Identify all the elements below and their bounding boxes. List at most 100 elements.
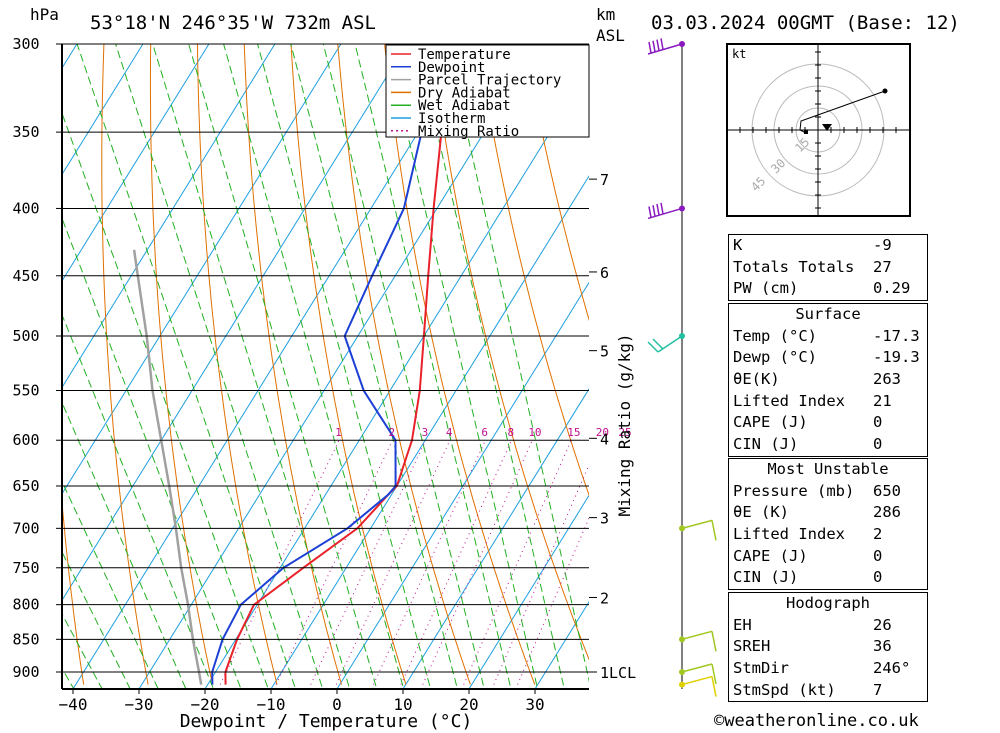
x-tick-label: −10 <box>257 695 286 714</box>
dry-adiabat-line <box>243 44 342 685</box>
wind-barb-flag <box>711 631 717 652</box>
mu-pressure-value: 650 <box>873 481 901 500</box>
mixing-ratio-line <box>335 440 451 685</box>
pressure-tick-label: 900 <box>12 663 39 681</box>
wind-barb-shaft <box>657 335 683 353</box>
wet-adiabat-line <box>76 44 297 689</box>
wind-barb-flag <box>711 520 717 541</box>
k-index-label: K <box>733 236 743 254</box>
isotherm-line <box>270 175 589 689</box>
wet-adiabat-line <box>62 216 242 689</box>
footer-credit[interactable]: ©weatheronline.co.uk <box>714 711 919 731</box>
x-tick-label: 10 <box>393 695 412 714</box>
surface-cin-label: CIN (J) <box>733 435 799 454</box>
mu-theta-e-label: θE (K) <box>733 503 789 522</box>
x-tick-label: −40 <box>59 695 88 714</box>
dry-adiabat-line <box>290 44 407 685</box>
wet-adiabat-line <box>152 44 351 689</box>
wind-barb-flag <box>648 41 652 54</box>
legend-label: Wet Adiabat <box>418 98 511 114</box>
pressure-tick-label: 800 <box>12 596 39 614</box>
stmdir-label: StmDir <box>733 659 789 678</box>
dry-adiabat-line <box>946 44 1000 685</box>
pressure-tick-label: 850 <box>12 630 39 648</box>
mixing-ratio-line <box>493 463 589 685</box>
hodograph-unit: kt <box>732 47 746 61</box>
isotherm-line <box>72 44 474 689</box>
mixing-ratio-line <box>219 440 340 685</box>
mu-cape-label: CAPE (J) <box>733 546 808 565</box>
dry-adiabat-line <box>337 44 471 685</box>
wet-adiabat-line <box>62 111 269 689</box>
wind-barb-flag <box>652 338 664 350</box>
x-tick-label: 20 <box>459 695 478 714</box>
x-tick-label: 30 <box>525 695 544 714</box>
surface-theta-e-label: θE(K) <box>733 370 780 389</box>
dry-adiabat-line <box>384 44 536 685</box>
km-tick-label: 6 <box>600 264 609 282</box>
isotherm-line <box>402 388 589 689</box>
sreh-label: SREH <box>733 637 771 656</box>
legend-label: Temperature <box>418 47 511 63</box>
surface-cape-value: 0 <box>873 413 883 432</box>
isotherm-line <box>62 44 408 602</box>
pressure-tick-label: 500 <box>12 327 39 345</box>
wind-barb-shaft <box>681 519 713 530</box>
wind-barb-flag <box>711 676 717 697</box>
datetime-title: 03.03.2024 00GMT (Base: 12) <box>651 12 960 34</box>
mixing-ratio-line <box>422 440 533 685</box>
wet-adiabat-line <box>62 550 131 689</box>
totals-totals-label: Totals Totals <box>733 257 855 276</box>
legend-label: Mixing Ratio <box>418 124 519 140</box>
totals-totals-value: 27 <box>873 257 892 276</box>
wind-barb-flag <box>656 203 660 216</box>
mixing-ratio-label: 6 <box>481 426 488 439</box>
wind-barb-flag <box>652 40 656 52</box>
legend-label: Isotherm <box>418 111 485 127</box>
stmspd-value: 7 <box>873 680 883 699</box>
wind-barb-shaft <box>681 630 713 641</box>
surface-dewp-value: -19.3 <box>873 348 920 367</box>
dry-adiabat-line <box>62 495 85 685</box>
sreh-value: 36 <box>873 637 892 656</box>
dewpoint-line <box>211 44 474 685</box>
km-unit-label: km <box>596 5 615 24</box>
km-tick-label: 2 <box>600 589 609 607</box>
wet-adiabat-line <box>115 44 324 689</box>
storm-motion-marker <box>822 124 832 131</box>
stmspd-label: StmSpd (kt) <box>733 680 836 699</box>
stmdir-value: 246° <box>873 659 911 678</box>
mixing-ratio-label: 1 <box>335 426 342 439</box>
mu-cin-value: 0 <box>873 568 883 587</box>
wind-barb-shaft <box>647 43 683 55</box>
surface-dewp-label: Dewp (°C) <box>733 348 817 367</box>
hodograph-end-point <box>882 88 888 94</box>
wind-barb-shaft <box>681 663 713 673</box>
pressure-tick-label: 750 <box>12 559 39 577</box>
dry-adiabat-line <box>197 44 278 685</box>
isotherm-line <box>204 68 589 689</box>
mixing-ratio-line <box>373 440 486 685</box>
wind-barb-flag <box>656 39 660 51</box>
surface-title: Surface <box>795 305 861 323</box>
surface-temp-value: -17.3 <box>873 326 920 345</box>
dry-adiabat-line <box>524 44 589 322</box>
surface-li-label: Lifted Index <box>733 391 845 410</box>
isotherm-line <box>62 44 342 495</box>
x-tick-label: 0 <box>332 695 342 714</box>
x-tick-label: −30 <box>125 695 154 714</box>
pressure-tick-label: 550 <box>12 381 39 399</box>
wind-barb-shaft <box>647 207 683 220</box>
pressure-tick-label: 300 <box>12 35 39 53</box>
asl-unit-label: ASL <box>596 26 625 45</box>
x-tick-label: −20 <box>191 695 220 714</box>
eh-label: EH <box>733 615 752 634</box>
wind-barb-flag <box>647 341 659 353</box>
isotherm-line <box>336 281 589 689</box>
isotherm-line <box>62 44 276 389</box>
dry-adiabat-line <box>149 44 214 685</box>
legend-label: Dry Adiabat <box>418 85 511 101</box>
surface-table: Surface Temp (°C) -17.3 Dewp (°C) -19.3 θE… <box>728 303 928 457</box>
